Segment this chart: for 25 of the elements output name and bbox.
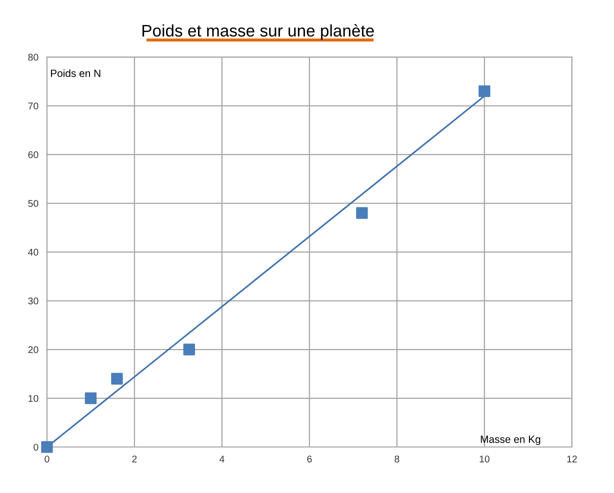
point xyxy=(111,372,123,385)
x-tick-label: 8 xyxy=(394,456,400,462)
y-axis-title: Poids en N xyxy=(50,69,100,77)
chart-title: Poids et masse sur une planète xyxy=(142,24,374,40)
y-tick-label: 10 xyxy=(28,394,38,402)
y-tick-label: 70 xyxy=(28,102,38,110)
y-tick-label: 40 xyxy=(28,248,38,256)
x-tick-label: 4 xyxy=(219,456,224,462)
point xyxy=(356,207,368,219)
x-tick-label: 2 xyxy=(132,456,137,462)
x-tick-label: 10 xyxy=(480,456,490,462)
y-tick-label: 80 xyxy=(28,54,38,61)
y-tick-label: 60 xyxy=(28,151,38,158)
point xyxy=(41,441,53,453)
x-tick-label: 6 xyxy=(307,456,312,462)
y-tick-label: 50 xyxy=(28,200,38,207)
point xyxy=(84,392,97,404)
x-axis-title: Masse en Kg xyxy=(480,436,540,446)
y-tick-label: 0 xyxy=(34,444,38,451)
point xyxy=(478,85,490,98)
point xyxy=(183,344,195,356)
y-tick-label: 20 xyxy=(28,346,38,354)
y-tick-label: 30 xyxy=(28,298,38,304)
x-tick-label: 12 xyxy=(567,456,577,462)
x-tick-label: 0 xyxy=(44,456,50,462)
